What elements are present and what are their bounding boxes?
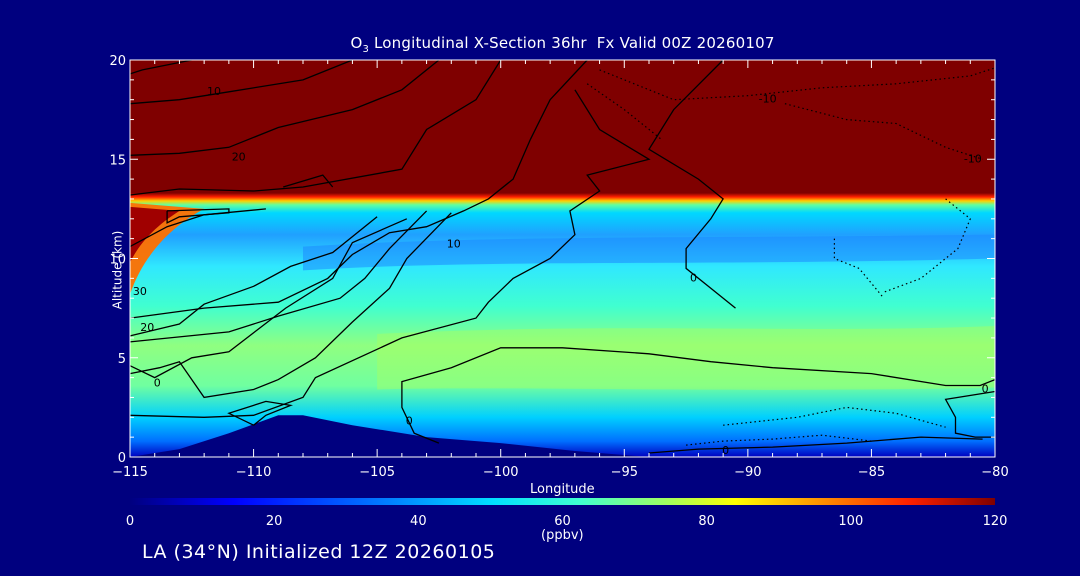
contour-dotted-2 — [784, 103, 983, 160]
contour-label: -10 — [759, 93, 777, 106]
contour-solid-13 — [227, 400, 294, 426]
contour-solid-16 — [648, 436, 983, 454]
title-rest: Longitudinal X-Section 36hr Fx Valid 00Z… — [369, 34, 775, 52]
contour-solid-0 — [129, 59, 192, 75]
contour-solid-15 — [944, 390, 996, 438]
contour-label: 0 — [722, 444, 729, 457]
x-tick-label: −110 — [236, 465, 272, 480]
y-tick-label: 5 — [118, 352, 126, 367]
contour-solid-10 — [129, 216, 378, 337]
contour-solid-3 — [129, 59, 502, 196]
contour-solid-17 — [283, 174, 334, 188]
contour-dotted-5 — [723, 406, 946, 428]
colorbar-tick-label: 60 — [554, 514, 571, 529]
contour-solid-4 — [129, 59, 588, 319]
colorbar: 0 20 40 60 80 100 120 — [126, 498, 1008, 529]
contour-label: 30 — [133, 285, 147, 298]
colorbar-tick-label: 120 — [983, 514, 1008, 529]
contour-lines: 10 20 30 20 0 10 0 0 0 0 -10 -10 — [129, 59, 996, 457]
contour-dotted-1 — [586, 83, 662, 140]
contour-dotted-4 — [833, 238, 885, 299]
contour-solid-12 — [129, 218, 408, 379]
x-tick-label: −100 — [483, 465, 519, 480]
contour-solid-7 — [129, 208, 266, 248]
initialization-footer: LA (34°N) Initialized 12Z 20260105 — [142, 541, 496, 563]
x-tick-label: −115 — [112, 465, 148, 480]
title-main: O — [350, 34, 363, 52]
y-tick-label: 15 — [109, 153, 126, 168]
x-tick-label: −80 — [981, 465, 1008, 480]
contour-label: 20 — [140, 321, 154, 334]
x-tick-label: −105 — [359, 465, 395, 480]
colorbar-strip — [130, 498, 995, 505]
contour-solid-14 — [401, 347, 996, 444]
contour-label: 10 — [207, 85, 221, 98]
plot-area — [130, 60, 996, 457]
chart-title: O3 Longitudinal X-Section 36hr Fx Valid … — [130, 34, 995, 55]
contour-solid-9 — [129, 210, 428, 343]
x-axis-label: Longitude — [530, 482, 595, 497]
colorbar-units: (ppbv) — [541, 528, 584, 543]
y-tick-label: 10 — [109, 253, 126, 268]
axes: −115 −110 −105 −100 −95 −90 −85 −80 0 5 10 15 20 — [109, 54, 1008, 480]
y-tick-label: 0 — [118, 451, 126, 466]
x-tick-label: −90 — [734, 465, 761, 480]
contour-dotted-3 — [883, 198, 972, 293]
contour-solid-2 — [129, 59, 440, 156]
x-tick-label: −85 — [858, 465, 885, 480]
colorbar-tick-label: 80 — [698, 514, 715, 529]
colorbar-tick-label: 20 — [266, 514, 283, 529]
tropopause-fold-core — [130, 206, 180, 263]
contour-solid-1 — [129, 59, 353, 105]
contour-label: 10 — [447, 238, 461, 251]
y-axis-label: Altitude (km) — [110, 230, 125, 310]
contour-label: 20 — [232, 150, 246, 163]
colorbar-tick-label: 0 — [126, 514, 134, 529]
contour-solid-6 — [648, 59, 736, 309]
contour-solid-5 — [129, 89, 651, 418]
colorbar-tick-label: 100 — [838, 514, 863, 529]
title-subscript: 3 — [362, 44, 370, 55]
x-tick-label: −95 — [611, 465, 638, 480]
contour-solid-8 — [166, 208, 230, 224]
colorbar-tick-label: 40 — [410, 514, 427, 529]
contour-label: 0 — [406, 414, 413, 427]
contour-label: -10 — [964, 152, 982, 165]
terrain — [130, 415, 995, 457]
contour-solid-11 — [129, 212, 452, 399]
contour-label: 0 — [982, 383, 989, 396]
contour-label: 0 — [154, 377, 161, 390]
upper-troposphere-band — [303, 234, 995, 271]
contour-dotted-6 — [686, 434, 872, 446]
y-tick-label: 20 — [109, 54, 126, 69]
contour-label: 0 — [690, 271, 697, 284]
